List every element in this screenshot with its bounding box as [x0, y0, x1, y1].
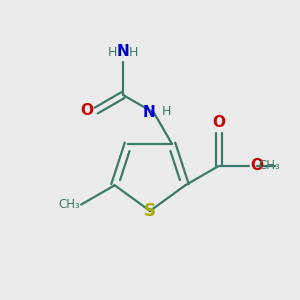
- Text: O: O: [250, 158, 263, 173]
- Text: H: H: [161, 105, 171, 118]
- Text: O: O: [80, 103, 93, 118]
- Text: O: O: [212, 115, 225, 130]
- Text: H: H: [108, 46, 117, 59]
- Text: CH₃: CH₃: [258, 159, 280, 172]
- Text: H: H: [129, 46, 138, 59]
- Text: N: N: [117, 44, 130, 59]
- Text: S: S: [144, 202, 156, 220]
- Text: CH₃: CH₃: [58, 198, 80, 211]
- Text: N: N: [143, 105, 155, 120]
